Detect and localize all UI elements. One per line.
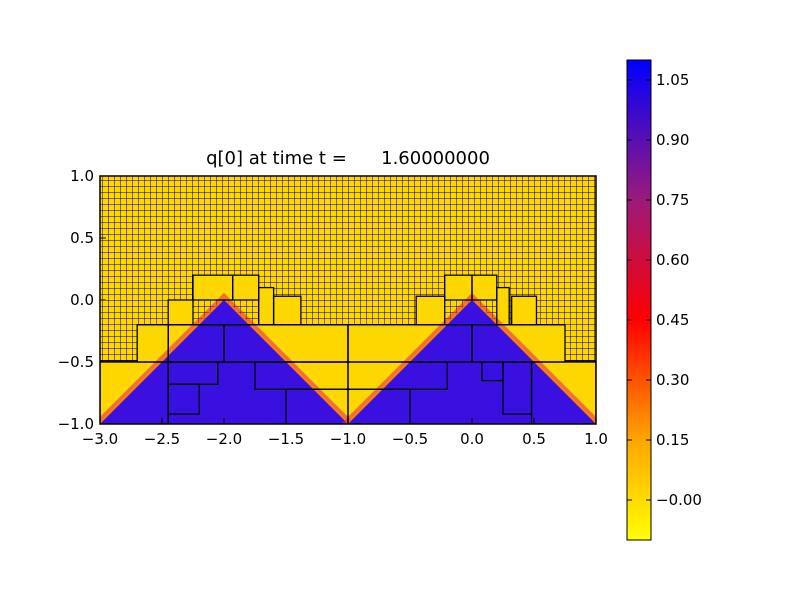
colorbar: −0.00 0.15 0.30 0.45 0.60 0.75 0.90 1.05: [626, 59, 702, 541]
colorbar-tick-label: 0.75: [656, 191, 689, 209]
amr-patch-outline-5: [167, 299, 194, 326]
x-tick-label: 0.5: [522, 430, 546, 448]
colorbar-ticks: −0.00 0.15 0.30 0.45 0.60 0.75 0.90 1.05: [627, 71, 702, 509]
amr-patch-5: [168, 300, 193, 325]
x-tick-label: −1.0: [330, 430, 366, 448]
amr-patch-outline-18: [415, 295, 446, 326]
amr-patch-8: [258, 287, 274, 325]
colorbar-tick-label: 0.45: [656, 311, 689, 329]
x-tick-label: −2.0: [206, 430, 242, 448]
amr-patch-18: [416, 296, 445, 325]
amr-patch-22: [511, 296, 537, 325]
colorbar-tick-label: 0.30: [656, 371, 689, 389]
x-tick-label: −2.5: [144, 430, 180, 448]
colorbar-tick-label: 0.90: [656, 131, 689, 149]
amr-patch-outline-11: [167, 383, 200, 415]
x-tick-label: −1.5: [268, 430, 304, 448]
amr-patch-20: [472, 275, 497, 300]
y-tick-label: −1.0: [58, 415, 94, 433]
y-axis: −1.0 −0.5 0.0 0.5 1.0: [58, 167, 106, 433]
x-tick-label: −3.0: [82, 430, 118, 448]
y-tick-label: 0.0: [70, 291, 94, 309]
amr-patch-outline-22: [511, 295, 538, 326]
amr-patch-7: [232, 275, 259, 300]
y-tick-label: 0.5: [70, 229, 94, 247]
amr-patch-19: [444, 275, 472, 300]
amr-patch-outline-9: [272, 295, 302, 326]
y-tick-label: 1.0: [70, 167, 94, 185]
amr-patch-outlines: [100, 274, 596, 424]
colorbar-tick-label: 1.05: [656, 71, 689, 89]
x-tick-label: 1.0: [584, 430, 608, 448]
x-tick-label: 0.0: [460, 430, 484, 448]
amr-patch-21: [496, 287, 510, 325]
x-axis: −3.0 −2.5 −2.0 −1.5 −1.0 −0.5 0.0 0.5 1.0: [82, 418, 608, 448]
plot-area: [100, 176, 596, 424]
colorbar-gradient: [626, 59, 652, 541]
colorbar-tick-label: −0.00: [656, 491, 702, 509]
amr-patch-outline-21: [496, 286, 510, 326]
amr-patch-9: [273, 296, 301, 325]
amr-patch-outline-25: [530, 361, 596, 424]
colorbar-tick-label: 0.60: [656, 251, 689, 269]
chart-title: q[0] at time t = 1.60000000: [206, 148, 490, 169]
x-tick-label: −0.5: [392, 430, 428, 448]
colorbar-tick-label: 0.15: [656, 431, 689, 449]
y-tick-label: −0.5: [58, 353, 94, 371]
